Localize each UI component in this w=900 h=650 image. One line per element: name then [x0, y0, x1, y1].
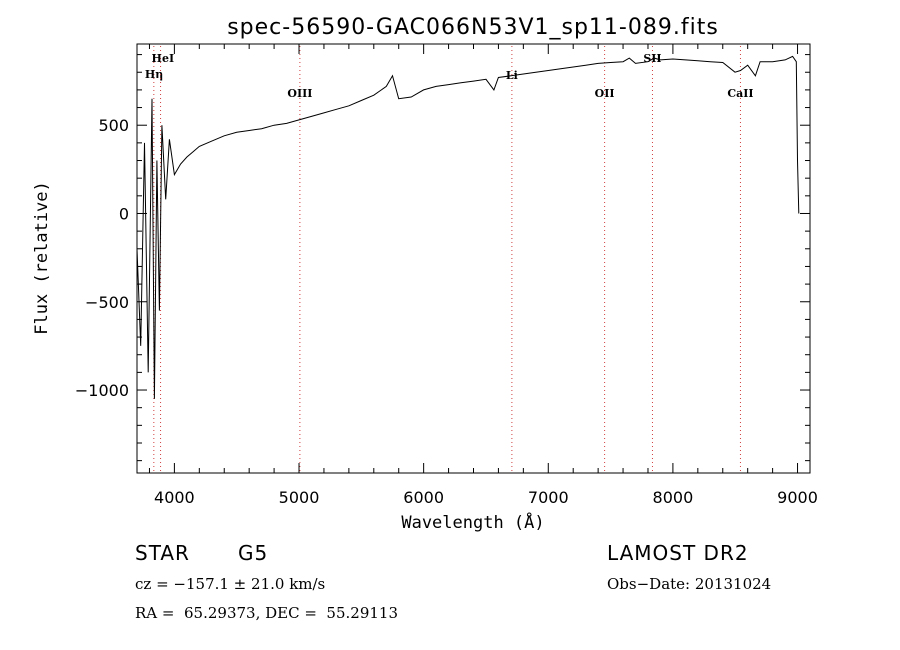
- y-axis-label: Flux (relative): [32, 181, 52, 335]
- axis-ticks: 4000 5000 6000 7000 8000 9000 −1000 −500 0 500: [75, 44, 818, 507]
- x-tick-label: 8000: [653, 488, 694, 507]
- chart-title: spec-56590-GAC066N53V1_sp11-089.fits: [227, 15, 719, 40]
- y-tick-label: −1000: [75, 381, 129, 400]
- y-tick-label: −500: [85, 293, 129, 312]
- plot-frame: [136, 43, 811, 474]
- spectral-line-label: Hη: [145, 68, 163, 81]
- spectrum-series-line: [136, 55, 800, 399]
- spectral-line-label: SII: [643, 52, 661, 65]
- object-class: STAR: [135, 541, 190, 565]
- x-axis-label: Wavelength (Å): [401, 511, 544, 533]
- y-tick-label: 0: [119, 204, 129, 223]
- x-tick-label: 7000: [528, 488, 569, 507]
- object-subclass: G5: [238, 541, 269, 565]
- x-tick-label: 4000: [154, 488, 195, 507]
- x-tick-label: 6000: [403, 488, 444, 507]
- spectral-line-label: CaII: [727, 87, 753, 100]
- x-tick-label: 5000: [279, 488, 320, 507]
- spectral-line-label: OIII: [287, 87, 312, 100]
- spectral-line-label: HeI: [152, 52, 175, 65]
- redshift-cz: cz = −157.1 ± 21.0 km/s: [135, 575, 326, 593]
- ra-dec: RA = 65.29373, DEC = 55.29113: [135, 604, 399, 622]
- y-tick-label: 500: [98, 116, 129, 135]
- spectrum-chart: spec-56590-GAC066N53V1_sp11-089.fits Hη H…: [32, 15, 818, 533]
- observation-date: Obs−Date: 20131024: [607, 575, 772, 593]
- x-tick-label: 9000: [777, 488, 818, 507]
- survey-name: LAMOST DR2: [607, 541, 749, 565]
- spectral-line-label: OII: [595, 87, 615, 100]
